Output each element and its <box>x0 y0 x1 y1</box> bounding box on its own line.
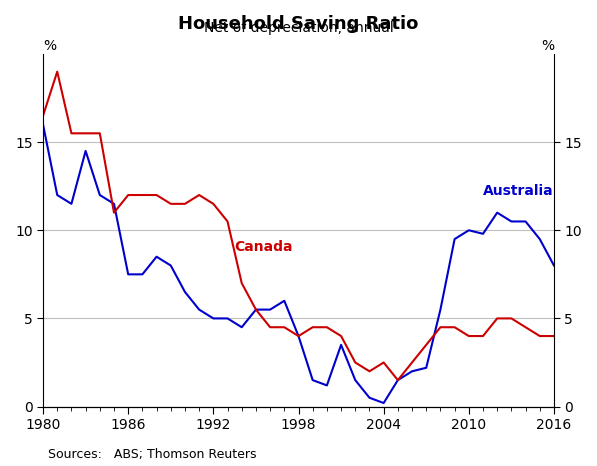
Text: Australia: Australia <box>483 184 553 198</box>
Text: %: % <box>541 39 554 53</box>
Text: Canada: Canada <box>235 240 293 254</box>
Title: Household Saving Ratio: Household Saving Ratio <box>179 15 418 33</box>
Text: %: % <box>43 39 56 53</box>
Text: Net of depreciation, annual: Net of depreciation, annual <box>204 21 393 34</box>
Text: Sources:   ABS; Thomson Reuters: Sources: ABS; Thomson Reuters <box>48 448 256 461</box>
